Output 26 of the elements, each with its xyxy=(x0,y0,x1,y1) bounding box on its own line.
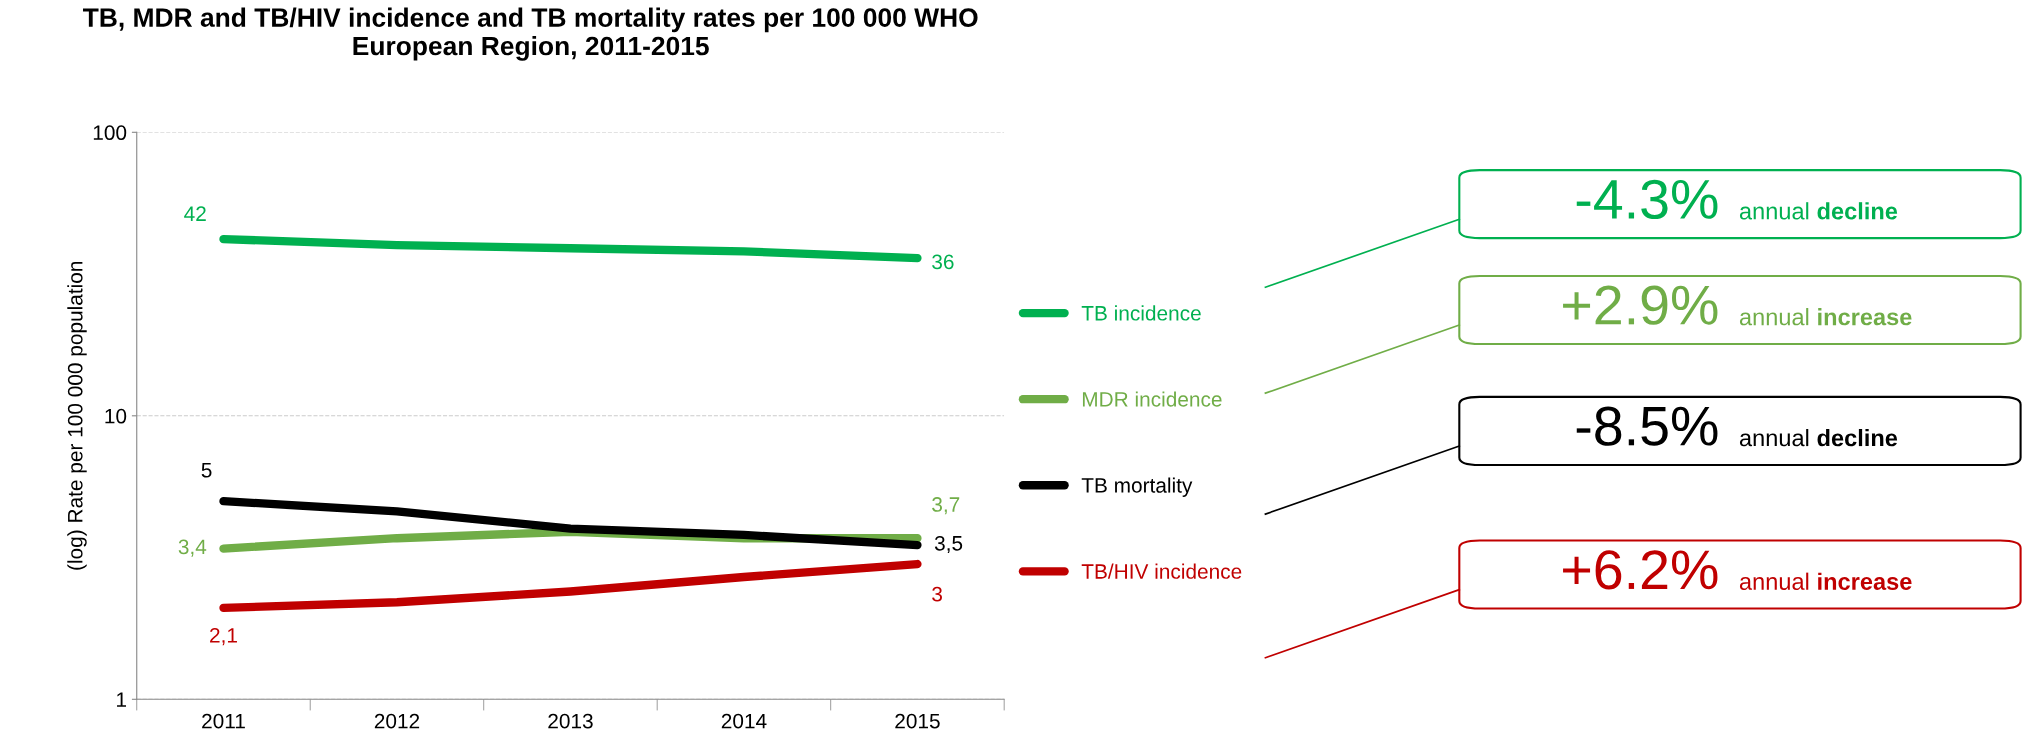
data-label: 2,1 xyxy=(210,627,237,646)
data-label: 3 xyxy=(932,586,942,602)
data-label: 3,7 xyxy=(932,497,960,515)
legend-label: TB mortality xyxy=(1081,477,1193,497)
text: +2.9% annual increase xyxy=(1563,285,1912,326)
y-tick-label: 10 xyxy=(105,408,127,424)
data-label: 3,5 xyxy=(934,535,963,554)
text: +6.2% annual increase xyxy=(1563,550,1912,590)
chart-title: TB, MDR and TB/HIV incidence and TB mortality rates per 100 000 WHO European Region, 2011-2015 xyxy=(83,7,978,61)
y-tick-label: 100 xyxy=(93,125,127,141)
y-axis-title: (log) Rate per 100 000 population xyxy=(67,261,87,570)
x-tick-label: 2015 xyxy=(895,713,940,729)
data-label: 3,4 xyxy=(178,539,207,557)
text: -4.3% annual decline xyxy=(1576,179,1898,220)
y-tick-label: 1 xyxy=(117,692,127,707)
data-label: 5 xyxy=(201,463,212,478)
text: -8.5% annual decline xyxy=(1576,406,1898,447)
data-label: 36 xyxy=(932,254,954,270)
x-tick-label: 2012 xyxy=(374,713,420,729)
x-tick-label: 2014 xyxy=(721,713,767,729)
legend-label: TB incidence xyxy=(1081,305,1201,321)
legend-label: MDR incidence xyxy=(1082,391,1222,407)
x-tick-label: 2013 xyxy=(548,713,593,729)
x-tick-label: 2011 xyxy=(202,713,245,729)
legend-label: TB/HIV incidence xyxy=(1081,563,1242,579)
data-label: 42 xyxy=(184,206,206,221)
